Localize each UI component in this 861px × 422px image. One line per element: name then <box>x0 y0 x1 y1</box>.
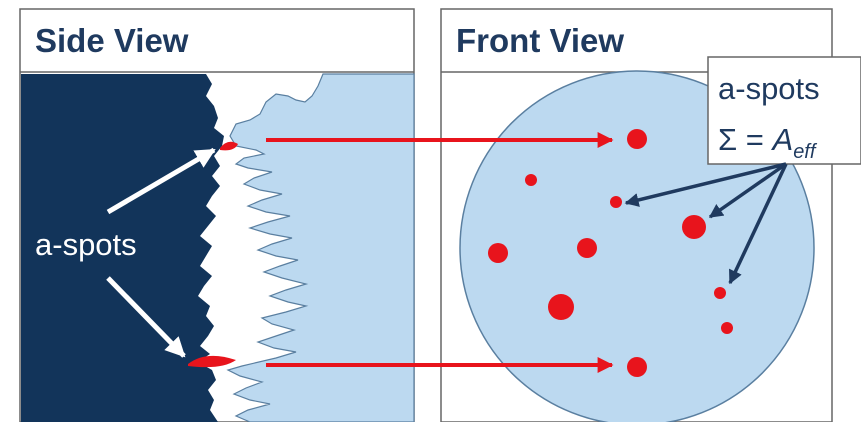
side-view-panel: Side View a-spots <box>19 8 415 422</box>
legend-sum-formula: Σ = Aeff <box>718 122 818 163</box>
front-a-spot-8 <box>714 287 726 299</box>
effective-area-legend: a-spots Σ = Aeff <box>707 56 861 165</box>
front-a-spot-6 <box>577 238 597 258</box>
side-view-title: Side View <box>35 22 189 59</box>
side-a-spot-top <box>220 141 238 151</box>
front-a-spot-2 <box>525 174 537 186</box>
legend-a-spots: a-spots <box>718 71 820 106</box>
side-a-spots-label: a-spots <box>35 227 137 262</box>
pointer-to-spot-8 <box>728 163 788 285</box>
legend-area-symbol: A <box>771 122 794 157</box>
arrow-label-to-top-spot <box>106 147 216 215</box>
pointer-to-spot-4 <box>708 162 788 219</box>
front-a-spot-9 <box>721 322 733 334</box>
pointer-to-spot-3 <box>624 162 787 207</box>
front-a-spot-3 <box>610 196 622 208</box>
side-a-spot-bottom <box>188 355 236 368</box>
legend-pointer-arrows <box>624 162 788 285</box>
front-a-spot-7 <box>548 294 574 320</box>
legend-box <box>707 56 861 165</box>
front-a-spot-1 <box>627 129 647 149</box>
lower-surface-body <box>21 74 224 422</box>
legend-area-subscript: eff <box>793 141 818 163</box>
front-a-spot-5 <box>488 243 508 263</box>
upper-surface-body <box>226 73 415 422</box>
front-a-spot-4 <box>682 215 706 239</box>
legend-sigma: Σ = <box>718 122 773 157</box>
front-a-spot-10 <box>627 357 647 377</box>
front-view-title: Front View <box>456 22 624 59</box>
arrow-label-to-bottom-spot <box>106 276 186 358</box>
